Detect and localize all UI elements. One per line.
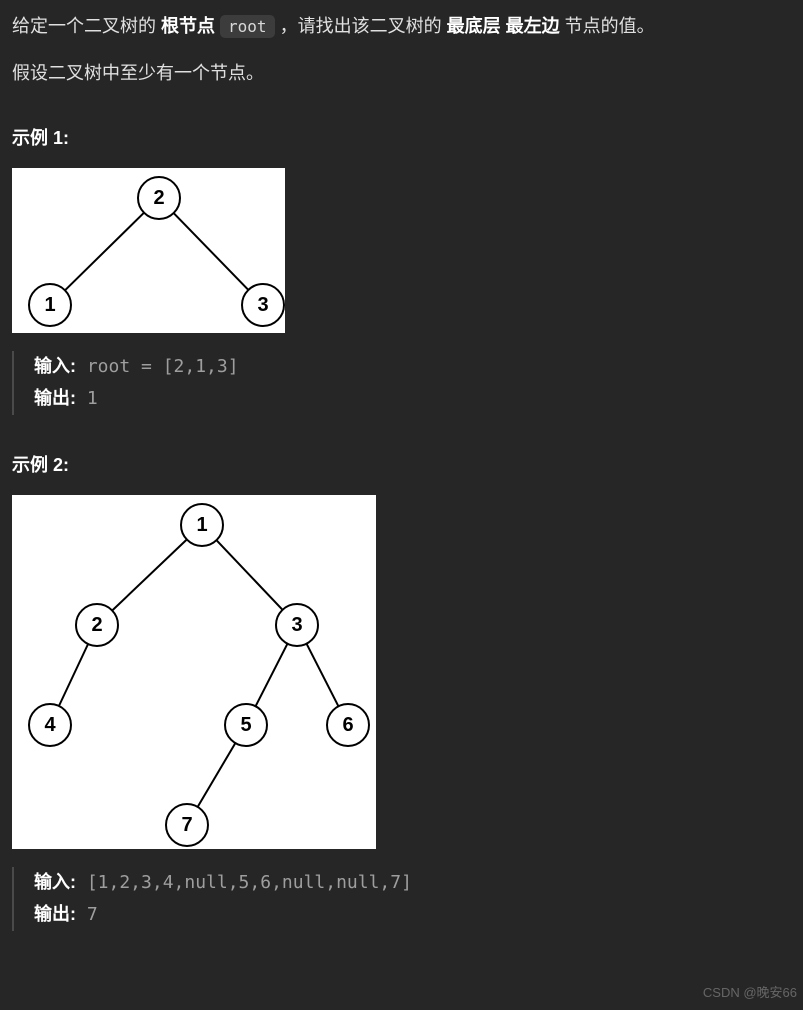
- example-2-output-row: 输出: 7: [34, 899, 791, 931]
- problem-line-2: 假设二叉树中至少有一个节点。: [12, 59, 791, 88]
- example-1-tree-diagram: 2 1 3: [12, 168, 285, 333]
- input-value: root = [2,1,3]: [76, 356, 239, 377]
- output-value: 1: [76, 388, 98, 409]
- svg-text:7: 7: [181, 814, 192, 836]
- svg-text:1: 1: [196, 514, 207, 536]
- problem-line-1: 给定一个二叉树的 根节点 root ，请找出该二叉树的 最底层 最左边 节点的值…: [12, 12, 791, 41]
- example-1-io-block: 输入: root = [2,1,3] 输出: 1: [12, 351, 791, 414]
- svg-text:5: 5: [240, 714, 251, 736]
- text: 给定一个二叉树的: [12, 16, 161, 36]
- input-label: 输入:: [34, 356, 76, 376]
- input-value: [1,2,3,4,null,5,6,null,null,7]: [76, 872, 412, 893]
- inline-code-root: root: [220, 15, 275, 38]
- example-2-input-row: 输入: [1,2,3,4,null,5,6,null,null,7]: [34, 867, 791, 899]
- example-1-input-row: 输入: root = [2,1,3]: [34, 351, 791, 383]
- bold-root-word: 根节点: [161, 16, 215, 36]
- example-2-heading: 示例 2:: [12, 451, 791, 480]
- output-value: 7: [76, 904, 98, 925]
- svg-text:4: 4: [44, 714, 56, 736]
- svg-text:3: 3: [257, 294, 268, 316]
- output-label: 输出:: [34, 904, 76, 924]
- example-1-heading: 示例 1:: [12, 124, 791, 153]
- input-label: 输入:: [34, 872, 76, 892]
- svg-text:6: 6: [342, 714, 353, 736]
- svg-text:1: 1: [44, 294, 55, 316]
- text: 节点的值。: [565, 16, 655, 36]
- output-label: 输出:: [34, 388, 76, 408]
- example-2-io-block: 输入: [1,2,3,4,null,5,6,null,null,7] 输出: 7: [12, 867, 791, 930]
- example-1-output-row: 输出: 1: [34, 383, 791, 415]
- bold-bottom-left: 最底层 最左边: [447, 16, 560, 36]
- text: ，请找出该二叉树的: [280, 16, 447, 36]
- example-2-tree-diagram: 1 2 3 4 5 6 7: [12, 495, 376, 849]
- svg-text:2: 2: [153, 187, 164, 209]
- svg-text:2: 2: [91, 614, 102, 636]
- watermark: CSDN @晚安66: [703, 983, 797, 1004]
- svg-text:3: 3: [291, 614, 302, 636]
